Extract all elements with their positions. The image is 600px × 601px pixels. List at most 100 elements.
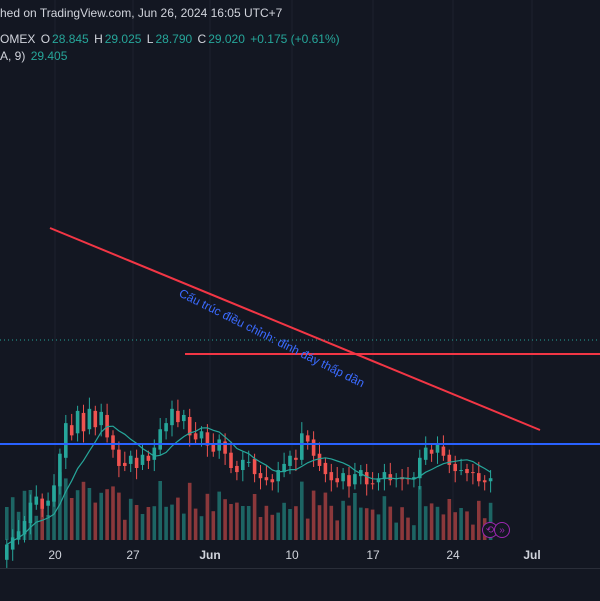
candle-body: [205, 432, 210, 446]
volume-bar: [435, 506, 440, 540]
volume-bar: [46, 515, 50, 540]
descending-trendline: [49, 227, 541, 431]
volume-bar: [276, 512, 280, 540]
candle-body: [423, 447, 428, 460]
volume-bar: [140, 514, 145, 540]
volume-bar: [64, 478, 68, 540]
ma-value: 29.405: [30, 49, 68, 63]
volume-bar: [40, 499, 44, 540]
volume-bar: [252, 494, 257, 540]
volume-bar: [199, 516, 204, 540]
candle-body: [40, 498, 44, 509]
volume-bar: [317, 505, 322, 540]
close-value: 29.020: [208, 32, 245, 46]
candle-body: [223, 441, 227, 454]
candle-body: [87, 408, 92, 430]
volume-bar: [105, 489, 109, 540]
candle-body: [52, 485, 56, 502]
high-value: 29.025: [104, 32, 142, 46]
candle-body: [193, 433, 198, 440]
candle-body: [364, 472, 369, 485]
candle-body: [235, 465, 239, 473]
candle-body: [353, 474, 357, 485]
candle-body: [471, 472, 475, 474]
volume-bar: [382, 496, 387, 540]
volume-bar: [87, 488, 92, 540]
candle-body: [176, 410, 180, 423]
volume-bar: [246, 506, 251, 540]
volume-bar: [5, 507, 9, 540]
volume-bar: [75, 490, 80, 540]
candle-body: [276, 470, 280, 482]
volume-bar: [205, 493, 210, 540]
candle-body: [5, 544, 9, 560]
volume-bar: [471, 524, 475, 540]
time-axis-label: 10: [285, 548, 299, 562]
candle-body: [305, 435, 310, 442]
bottom-toolbar: [0, 568, 600, 601]
candle-body: [140, 454, 145, 465]
candle-body: [376, 478, 381, 483]
candle-body: [347, 475, 351, 487]
candle-body: [246, 461, 251, 463]
volume-bar: [370, 509, 375, 540]
volume-bar: [223, 499, 227, 540]
time-axis-label: Jul: [523, 548, 541, 562]
volume-bar: [453, 512, 457, 540]
candle-body: [16, 531, 21, 540]
volume-bar: [429, 503, 434, 540]
candle-body: [93, 410, 98, 428]
candle-body: [311, 439, 316, 456]
candle-body: [128, 455, 133, 464]
candle-body: [258, 473, 263, 479]
candle-body: [164, 423, 168, 432]
candle-body: [270, 479, 275, 483]
candle-body: [199, 431, 204, 439]
candle-body: [317, 453, 322, 466]
candle-body: [217, 439, 221, 451]
volume-bar: [22, 490, 27, 540]
time-axis-label: 24: [446, 548, 460, 562]
forward-icon[interactable]: »: [494, 522, 510, 538]
volume-bar: [270, 514, 275, 540]
candle-body: [241, 459, 245, 471]
volume-bar: [347, 505, 351, 540]
volume-bar: [123, 519, 127, 540]
volume-bar: [235, 502, 239, 540]
volume-bar: [388, 506, 393, 540]
volume-bar: [477, 500, 481, 540]
volume-bar: [376, 514, 381, 540]
candle-body: [229, 452, 233, 468]
volume-bar: [341, 500, 345, 540]
candle-body: [294, 457, 298, 460]
volume-bar: [412, 525, 416, 540]
low-value: 28.790: [155, 32, 193, 46]
candle-body: [28, 502, 33, 524]
candle-body: [447, 454, 452, 465]
volume-bar: [335, 520, 339, 540]
candle-body: [370, 483, 375, 485]
volume-bar: [423, 506, 428, 540]
volume-bar: [187, 482, 192, 540]
volume-bar: [418, 486, 422, 540]
volume-bar: [329, 505, 334, 540]
candle-body: [453, 463, 457, 472]
candle-body: [459, 470, 463, 472]
volume-bar: [93, 502, 98, 540]
candle-body: [134, 457, 139, 468]
candle-body: [158, 429, 162, 450]
volume-bar: [241, 506, 245, 540]
volume-bar: [69, 498, 74, 540]
candle-body: [152, 447, 157, 460]
volume-bar: [164, 506, 168, 540]
time-axis-label: Jun: [199, 548, 221, 562]
volume-bar: [134, 505, 139, 540]
candlesticks: [5, 397, 493, 568]
volume-bar: [305, 518, 310, 540]
ma-label: A, 9): [0, 49, 26, 63]
candle-body: [10, 537, 15, 550]
published-caption: hed on TradingView.com, Jun 26, 2024 16:…: [0, 6, 283, 20]
volume-bar: [170, 504, 174, 540]
volume-bar: [353, 493, 357, 540]
